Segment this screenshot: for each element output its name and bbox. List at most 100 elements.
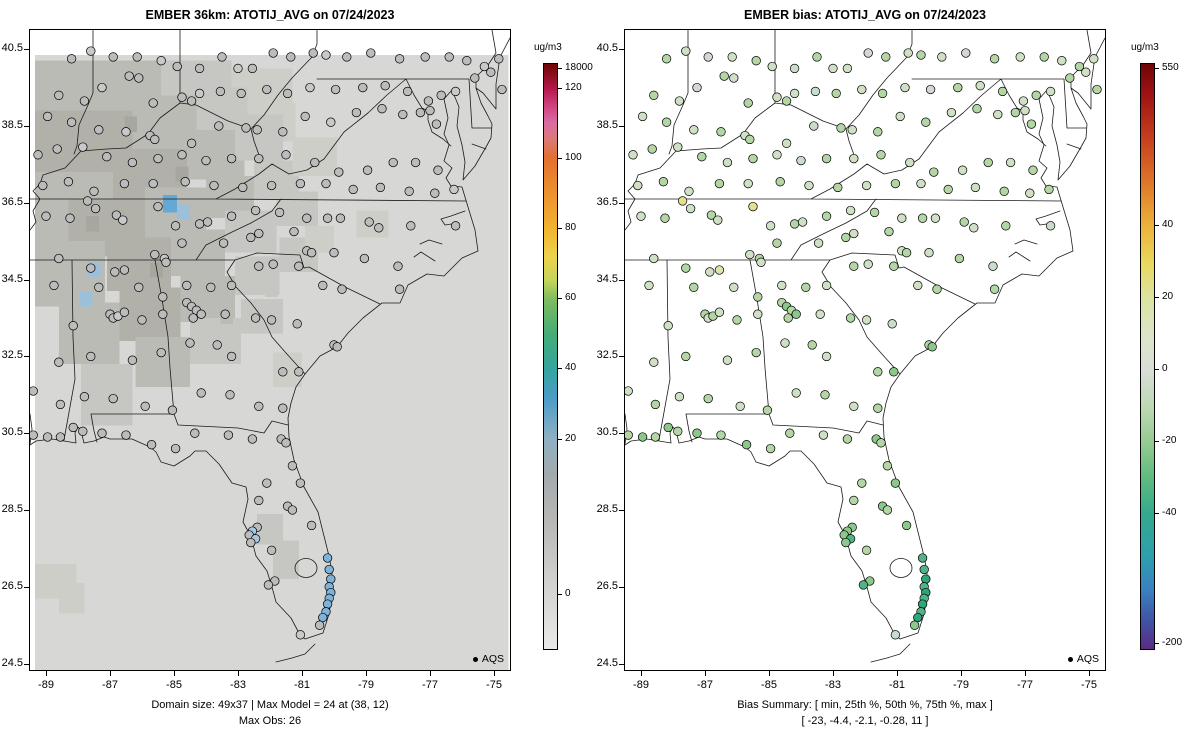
station-point <box>326 574 336 584</box>
station-point <box>281 438 291 448</box>
station-point <box>206 282 216 292</box>
station-point <box>930 213 941 223</box>
station-point <box>314 620 325 630</box>
station-point <box>450 221 461 231</box>
station-point <box>287 461 298 471</box>
station-point <box>274 207 285 218</box>
y-axis-tick <box>619 49 624 51</box>
station-point <box>398 109 408 120</box>
colorbar-tick-label: 100 <box>565 151 582 163</box>
station-point <box>66 117 77 127</box>
model-station-layer <box>30 46 507 640</box>
station-point <box>250 205 261 216</box>
station-point <box>134 282 144 292</box>
aqs-legend-label: AQS <box>1076 653 1099 665</box>
station-point <box>633 180 643 191</box>
station-point <box>366 48 376 58</box>
station-point <box>393 261 403 271</box>
station-point <box>796 155 806 166</box>
station-point <box>177 150 187 160</box>
station-point <box>268 259 278 269</box>
station-point <box>861 545 872 555</box>
station-point <box>108 393 118 404</box>
station-point <box>703 52 713 62</box>
station-point <box>901 520 912 531</box>
station-point <box>810 86 821 97</box>
station-point <box>890 630 901 640</box>
station-point <box>767 61 777 72</box>
station-point <box>849 495 859 506</box>
station-point <box>132 52 142 62</box>
station-point <box>762 405 773 415</box>
station-point <box>905 157 915 168</box>
station-point <box>111 210 122 220</box>
station-point <box>194 219 205 229</box>
y-axis-tick <box>24 49 29 51</box>
station-point <box>842 63 853 74</box>
station-point <box>1057 56 1067 66</box>
station-point <box>170 443 181 454</box>
station-point <box>783 313 793 323</box>
x-axis-tick <box>46 671 47 676</box>
station-point <box>127 355 138 365</box>
station-point <box>1028 165 1038 175</box>
y-axis-tick <box>24 663 29 665</box>
colorbar-tick <box>558 368 562 370</box>
station-point <box>821 153 832 164</box>
station-point <box>882 461 893 471</box>
station-point <box>295 630 306 640</box>
station-point <box>917 213 928 223</box>
y-axis-label: 28.5 <box>1 503 23 515</box>
panel-bias-title: EMBER bias: ATOTIJ_AVG on 07/24/2023 <box>744 8 986 22</box>
station-point <box>735 401 745 411</box>
station-point <box>177 92 187 102</box>
x-axis-label: -83 <box>230 679 246 691</box>
station-point <box>983 157 993 168</box>
station-point <box>97 428 107 438</box>
station-point <box>329 248 339 258</box>
station-point <box>897 213 907 223</box>
station-point <box>909 620 920 630</box>
x-axis-tick <box>833 671 834 676</box>
station-point <box>388 157 398 168</box>
station-point <box>861 180 872 191</box>
station-point <box>42 432 53 442</box>
station-point <box>254 495 264 506</box>
station-point <box>223 430 234 440</box>
station-point <box>49 280 59 291</box>
station-point <box>226 153 237 164</box>
station-point <box>52 144 62 154</box>
station-point <box>748 201 758 212</box>
raster-cell <box>79 291 93 307</box>
station-point <box>858 580 869 590</box>
x-axis-tick <box>110 671 111 676</box>
y-axis-label: 24.5 <box>1 656 23 669</box>
station-point <box>196 388 206 398</box>
x-axis-label: -89 <box>633 679 649 691</box>
aqs-legend-label: AQS <box>481 653 504 665</box>
station-point <box>214 121 224 131</box>
station-point <box>849 228 859 239</box>
y-axis-tick <box>24 279 29 281</box>
bias-caption-line1: Bias Summary: [ min, 25th %, 50th %, 75t… <box>737 699 993 711</box>
colorbar-tick-label: 0 <box>1162 362 1168 374</box>
station-point <box>921 574 931 584</box>
y-axis-tick <box>619 663 624 665</box>
station-point <box>146 440 157 450</box>
station-point <box>334 167 344 177</box>
station-point <box>831 88 841 99</box>
station-point <box>636 211 646 221</box>
station-point <box>661 54 672 64</box>
colorbar-tick-label: 120 <box>565 81 582 93</box>
y-axis-tick <box>24 510 29 511</box>
station-point <box>167 405 178 415</box>
station-point <box>150 134 160 145</box>
station-point <box>172 61 182 72</box>
x-axis-label: -83 <box>825 679 841 691</box>
station-point <box>869 207 880 218</box>
station-point <box>268 48 278 58</box>
station-point <box>282 88 293 99</box>
station-point <box>250 313 261 323</box>
station-point <box>780 338 790 348</box>
station-point <box>444 52 454 62</box>
